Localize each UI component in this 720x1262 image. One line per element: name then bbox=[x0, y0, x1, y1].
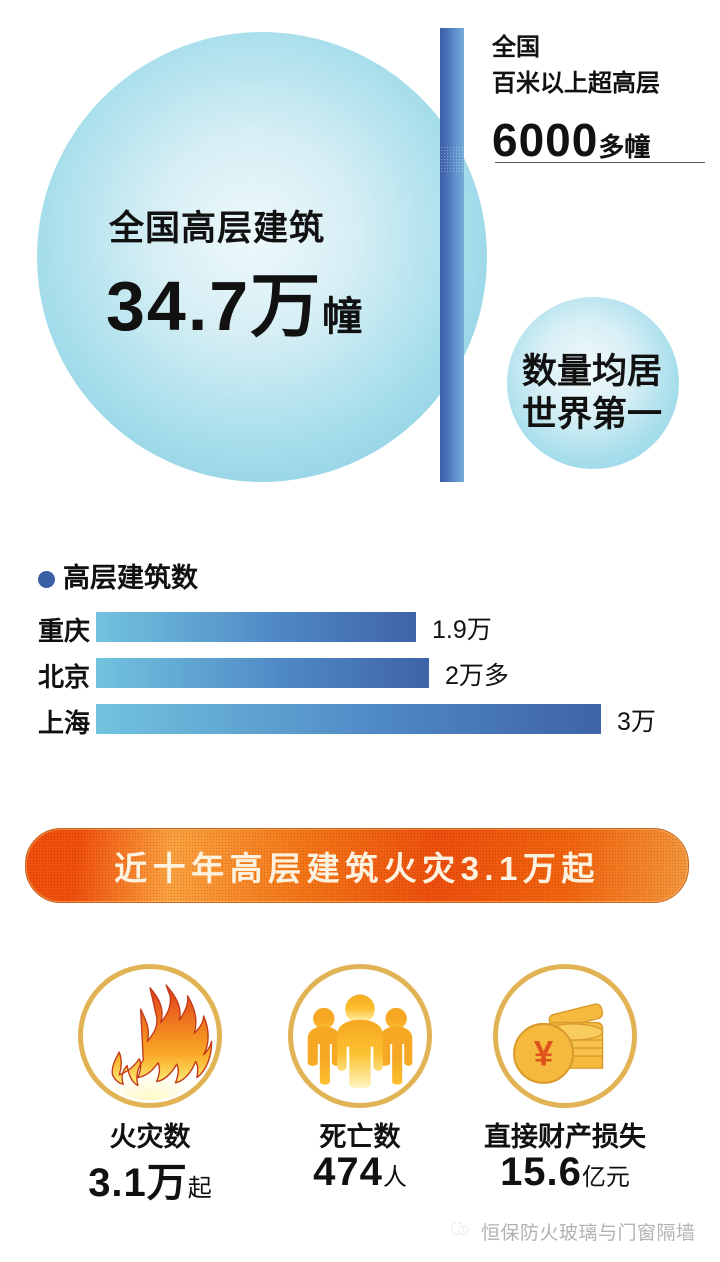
svg-text:¥: ¥ bbox=[534, 1034, 554, 1073]
